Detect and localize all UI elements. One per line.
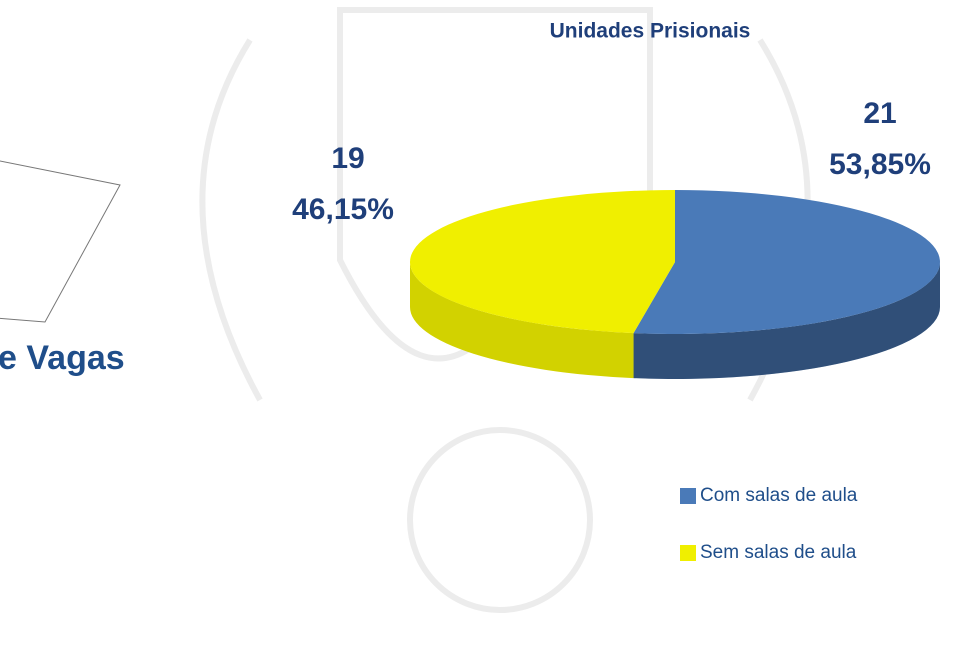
legend-label: Com salas de aula [700,485,858,506]
percent-label: 53,85% [829,148,931,181]
slice [633,190,940,334]
slide-heading: e Vagas [0,339,125,377]
chart-title: Unidades Prisionais [550,20,751,43]
legend-swatch [680,545,696,561]
watermark-leaf [199,38,263,402]
slice-shade [633,262,940,379]
legend-swatch [680,488,696,504]
slice-shade [410,262,634,379]
percent-label: 46,15% [292,193,394,226]
legend-label: Sem salas de aula [700,542,857,563]
slide-shape [0,160,121,323]
slice [409,190,675,334]
watermark-ring [407,427,593,613]
slice-side [633,262,940,379]
slice-side [410,262,634,379]
data-label: 19 [331,142,364,175]
data-label: 21 [863,97,896,130]
